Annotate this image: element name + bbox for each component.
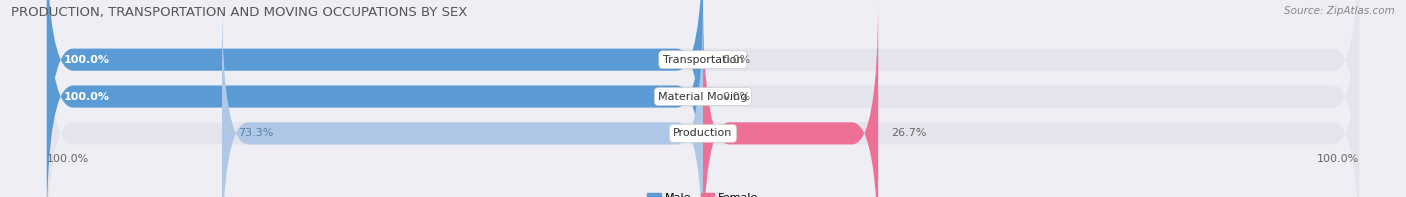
Text: PRODUCTION, TRANSPORTATION AND MOVING OCCUPATIONS BY SEX: PRODUCTION, TRANSPORTATION AND MOVING OC… — [11, 6, 468, 19]
Legend: Male, Female: Male, Female — [643, 188, 763, 197]
FancyBboxPatch shape — [46, 0, 703, 196]
FancyBboxPatch shape — [46, 0, 1360, 196]
Text: 0.0%: 0.0% — [723, 55, 751, 65]
Text: 73.3%: 73.3% — [239, 128, 274, 138]
FancyBboxPatch shape — [46, 0, 1360, 197]
Text: 26.7%: 26.7% — [891, 128, 927, 138]
Text: Transportation: Transportation — [662, 55, 744, 65]
Text: 100.0%: 100.0% — [63, 92, 110, 101]
FancyBboxPatch shape — [46, 0, 703, 197]
Text: 0.0%: 0.0% — [723, 92, 751, 101]
Text: Source: ZipAtlas.com: Source: ZipAtlas.com — [1284, 6, 1395, 16]
FancyBboxPatch shape — [222, 0, 703, 197]
Text: 100.0%: 100.0% — [46, 154, 89, 164]
FancyBboxPatch shape — [703, 0, 879, 197]
Text: 100.0%: 100.0% — [1317, 154, 1360, 164]
Text: Material Moving: Material Moving — [658, 92, 748, 101]
Text: 100.0%: 100.0% — [63, 55, 110, 65]
FancyBboxPatch shape — [46, 0, 1360, 197]
Text: Production: Production — [673, 128, 733, 138]
